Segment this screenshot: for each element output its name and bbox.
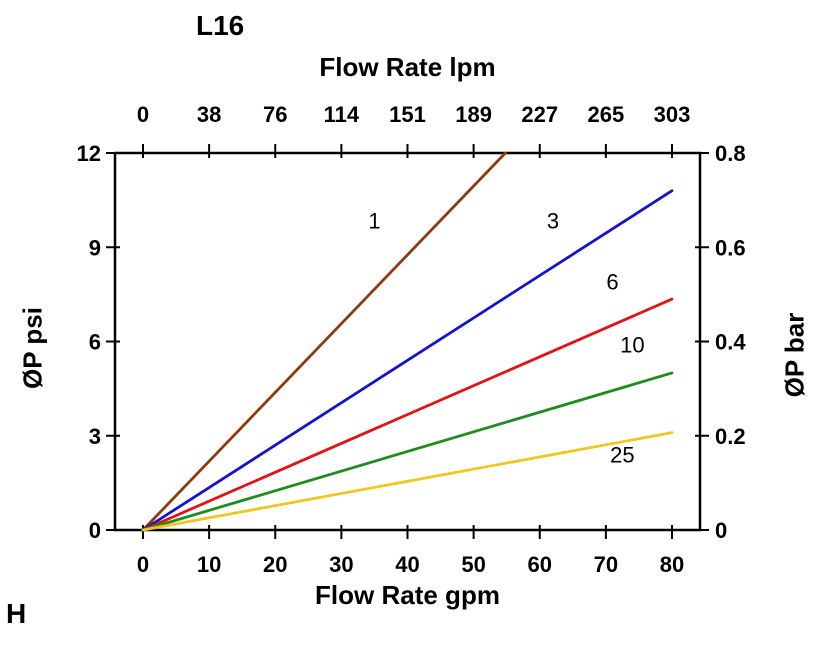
top-tick-label: 76 <box>263 102 287 127</box>
curve-3 <box>141 189 674 532</box>
top-tick-label: 265 <box>588 102 625 127</box>
curve-label-3: 3 <box>547 208 559 233</box>
top-tick-label: 303 <box>654 102 691 127</box>
curve-25 <box>141 431 674 532</box>
top-axis-title: Flow Rate lpm <box>319 52 496 82</box>
left-tick-label: 12 <box>77 141 101 166</box>
bottom-tick-label: 60 <box>528 552 552 577</box>
top-tick-label: 0 <box>137 102 149 127</box>
bottom-tick-label: 50 <box>461 552 485 577</box>
bottom-tick-label: 80 <box>660 552 684 577</box>
bottom-tick-label: 20 <box>263 552 287 577</box>
page-corner-label: H <box>6 598 27 629</box>
curve-label-10: 10 <box>620 332 644 357</box>
top-tick-label: 38 <box>197 102 221 127</box>
right-tick-label: 0 <box>715 518 727 543</box>
right-tick-label: 0.4 <box>715 330 746 355</box>
curve-label-6: 6 <box>606 270 618 295</box>
bottom-tick-label: 70 <box>594 552 618 577</box>
bottom-axis-title: Flow Rate gpm <box>315 580 500 610</box>
right-tick-label: 0.6 <box>715 235 746 260</box>
curve-10 <box>141 371 674 532</box>
chart-title: L16 <box>196 10 245 41</box>
left-tick-label: 6 <box>89 330 101 355</box>
top-tick-label: 189 <box>455 102 492 127</box>
right-tick-label: 0.8 <box>715 141 746 166</box>
right-tick-label: 0.2 <box>715 424 746 449</box>
left-tick-label: 3 <box>89 424 101 449</box>
curve-6 <box>141 297 674 532</box>
curve-1 <box>141 151 507 532</box>
curve-label-25: 25 <box>610 442 634 467</box>
left-tick-label: 0 <box>89 518 101 543</box>
bottom-tick-label: 0 <box>137 552 149 577</box>
bottom-tick-label: 30 <box>329 552 353 577</box>
left-tick-label: 9 <box>89 235 101 260</box>
top-tick-label: 227 <box>521 102 558 127</box>
bottom-tick-label: 10 <box>197 552 221 577</box>
curve-label-1: 1 <box>368 208 380 233</box>
top-tick-label: 151 <box>389 102 426 127</box>
bottom-tick-label: 40 <box>395 552 419 577</box>
top-tick-label: 114 <box>324 102 360 127</box>
plot-box <box>113 151 702 532</box>
